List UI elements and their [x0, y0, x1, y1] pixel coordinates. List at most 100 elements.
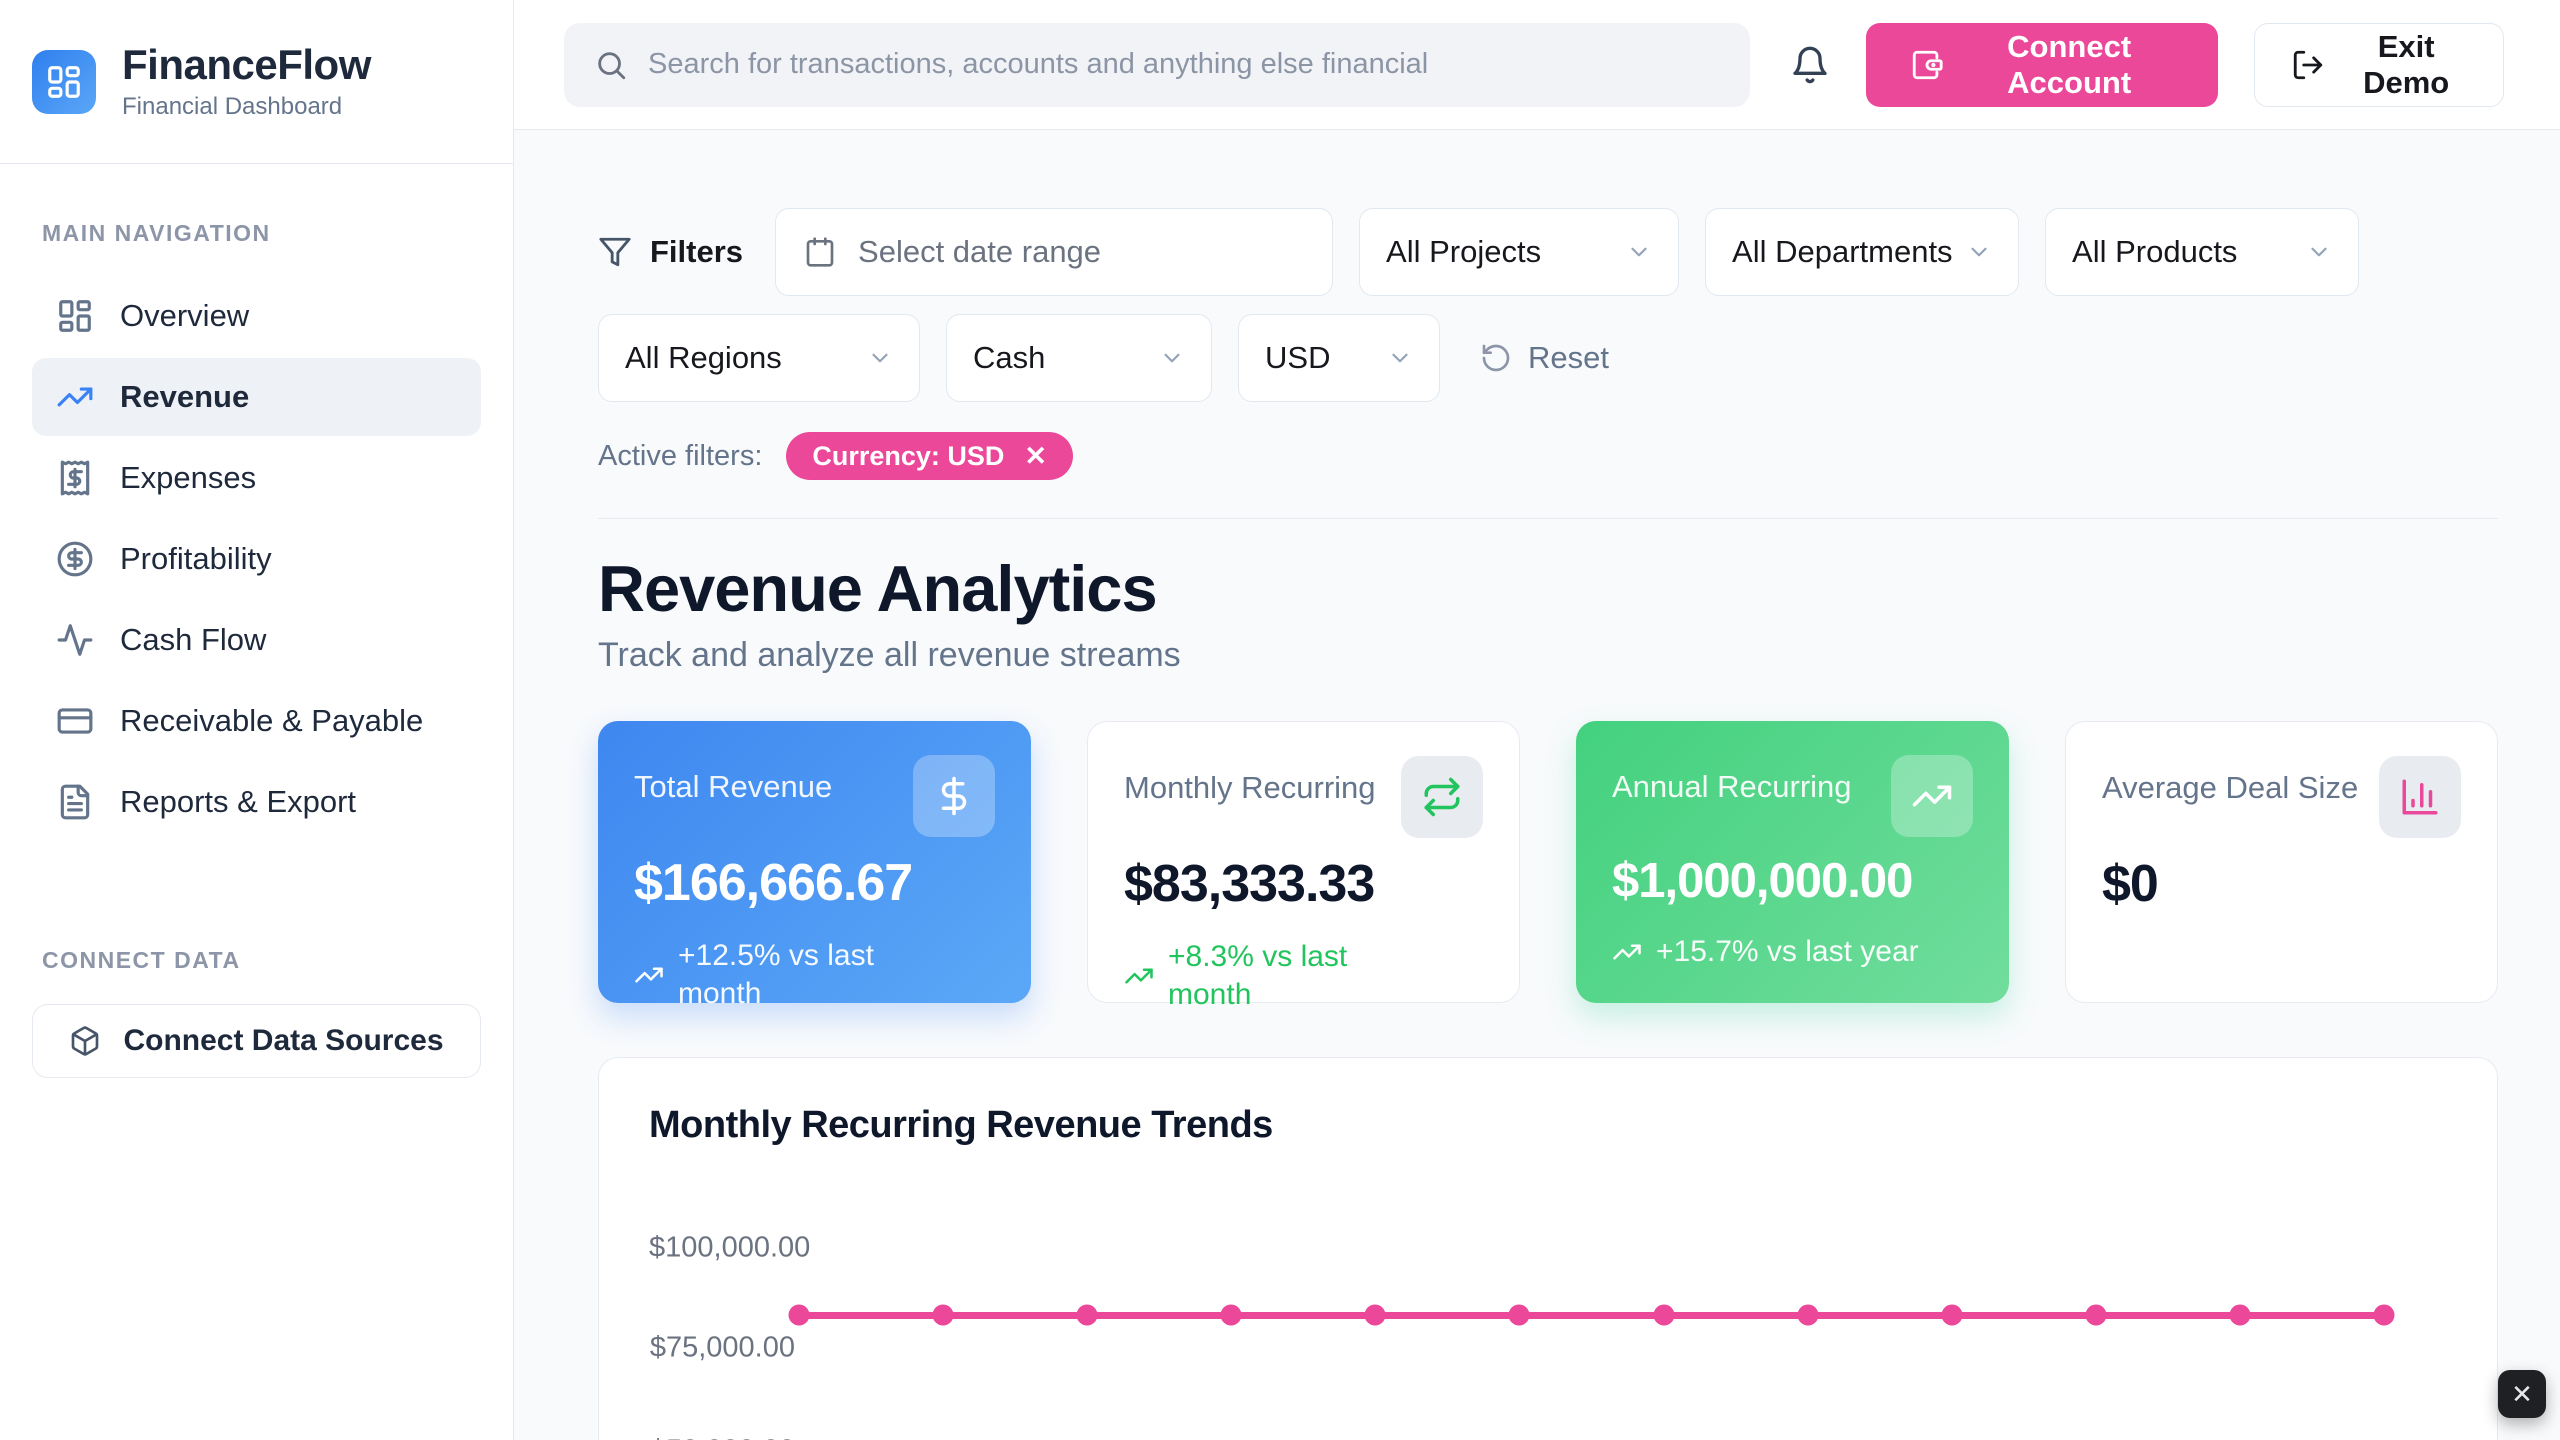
sidebar-item-receivable-payable[interactable]: Receivable & Payable — [32, 682, 481, 760]
sidebar-item-profitability[interactable]: Profitability — [32, 520, 481, 598]
floating-close-button[interactable]: ✕ — [2498, 1370, 2546, 1418]
stat-card-value: $1,000,000.00 — [1612, 854, 1913, 908]
page-title: Revenue Analytics — [598, 552, 1158, 625]
package-icon — [69, 1025, 101, 1057]
chart-line — [799, 1311, 2384, 1319]
chart-point[interactable] — [2229, 1304, 2251, 1326]
sidebar-item-label: Expenses — [120, 460, 257, 495]
dollar-icon — [913, 755, 995, 837]
trending-up-icon — [1612, 937, 1642, 967]
chart-area: $100,000.00 $75,000.00 $50,000.00 — [649, 1181, 2447, 1440]
filters-row-1: Filters Select date range All Projects A… — [598, 208, 2498, 296]
sidebar: FinanceFlow Financial Dashboard MAIN NAV… — [0, 0, 514, 1440]
exit-demo-button[interactable]: Exit Demo — [2254, 22, 2504, 107]
connect-data-sources-label: Connect Data Sources — [123, 1024, 444, 1057]
products-dropdown[interactable]: All Products — [2045, 208, 2360, 296]
filters-row-2: All Regions Cash USD Reset — [598, 314, 2498, 402]
chevron-down-icon — [1966, 239, 1992, 265]
date-range-input[interactable]: Select date range — [775, 208, 1334, 296]
sidebar-item-label: Receivable & Payable — [120, 703, 424, 738]
connect-data-sources-button[interactable]: Connect Data Sources — [32, 1004, 481, 1078]
stat-card-value: $166,666.67 — [634, 854, 913, 912]
page-subtitle: Track and analyze all revenue streams — [598, 636, 1181, 674]
layout-dashboard-icon — [56, 297, 94, 335]
exit-demo-label: Exit Demo — [2363, 28, 2450, 100]
trending-up-icon — [56, 378, 94, 416]
chart-title: Monthly Recurring Revenue Trends — [649, 1104, 1273, 1146]
app-title: FinanceFlow — [122, 41, 371, 89]
sidebar-item-label: Revenue — [120, 379, 250, 414]
active-filter-chip[interactable]: Currency: USD ✕ — [786, 432, 1074, 480]
stat-card-value: $0 — [2102, 855, 2159, 913]
reset-filters-button[interactable]: Reset — [1480, 340, 1609, 376]
chart-point[interactable] — [1364, 1304, 1386, 1326]
active-filters-row: Active filters: Currency: USD ✕ — [598, 432, 2498, 480]
chart-point[interactable] — [1076, 1304, 1098, 1326]
repeat-icon — [1401, 756, 1483, 838]
sidebar-item-cash-flow[interactable]: Cash Flow — [32, 601, 481, 679]
file-text-icon — [56, 783, 94, 821]
projects-dropdown[interactable]: All Projects — [1359, 208, 1680, 296]
chart-point[interactable] — [2373, 1304, 2395, 1326]
activity-icon — [56, 621, 94, 659]
chart-point[interactable] — [1508, 1304, 1530, 1326]
stat-card-average-deal-size: Average Deal Size $0 — [2065, 721, 2498, 1003]
close-icon[interactable]: ✕ — [1024, 440, 1048, 471]
sidebar-item-reports-export[interactable]: Reports & Export — [32, 763, 481, 841]
section-divider — [598, 518, 2498, 519]
rotate-ccw-icon — [1480, 342, 1512, 374]
stat-card-change: +8.3% vs last month — [1124, 938, 1424, 1013]
sidebar-item-expenses[interactable]: Expenses — [32, 439, 481, 517]
stat-card-total-revenue: Total Revenue $166,666.67 +12.5% vs last… — [598, 721, 1031, 1010]
stat-card-change: +12.5% vs last month — [634, 937, 934, 1012]
chevron-down-icon — [1159, 345, 1185, 371]
trending-up-icon — [1124, 961, 1154, 991]
stat-card-label: Annual Recurring — [1612, 769, 1852, 804]
nav-section-header: MAIN NAVIGATION — [42, 220, 271, 246]
regions-dropdown[interactable]: All Regions — [598, 314, 920, 402]
app-logo-icon — [32, 49, 96, 114]
calendar-icon — [804, 236, 836, 268]
chart-point[interactable] — [788, 1304, 810, 1326]
chart-point[interactable] — [1653, 1304, 1675, 1326]
log-out-icon — [2291, 48, 2325, 82]
stat-card-label: Total Revenue — [634, 769, 833, 804]
reset-label: Reset — [1528, 340, 1609, 375]
chart-point[interactable] — [932, 1304, 954, 1326]
date-range-placeholder: Select date range — [858, 234, 1102, 269]
departments-dropdown[interactable]: All Departments — [1705, 208, 2020, 296]
stat-card-value: $83,333.33 — [1124, 855, 1375, 913]
connect-data-section: CONNECT DATA Connect Data Sources — [0, 887, 513, 1078]
chevron-down-icon — [2306, 239, 2332, 265]
wallet-icon — [1910, 48, 1944, 82]
close-icon: ✕ — [2511, 1379, 2533, 1409]
trending-up-icon — [1891, 755, 1973, 837]
connect-account-button[interactable]: Connect Account — [1866, 22, 2219, 107]
topbar: Connect Account Exit Demo — [514, 0, 2560, 130]
sidebar-item-label: Reports & Export — [120, 784, 357, 819]
chart-point[interactable] — [2085, 1304, 2107, 1326]
trending-up-icon — [634, 960, 664, 990]
chart-point[interactable] — [1941, 1304, 1963, 1326]
circle-dollar-icon — [56, 540, 94, 578]
sidebar-item-revenue[interactable]: Revenue — [32, 358, 481, 436]
app-subtitle: Financial Dashboard — [122, 92, 343, 120]
chevron-down-icon — [1387, 345, 1413, 371]
stat-cards: Total Revenue $166,666.67 +12.5% vs last… — [598, 721, 2498, 1011]
chevron-down-icon — [1626, 239, 1652, 265]
stat-card-label: Monthly Recurring — [1124, 770, 1376, 805]
y-axis-tick: $50,000.00 — [649, 1435, 795, 1440]
credit-card-icon — [56, 702, 94, 740]
y-axis-tick: $100,000.00 — [649, 1231, 811, 1264]
notifications-button[interactable] — [1790, 45, 1830, 85]
currency-dropdown[interactable]: USD — [1238, 314, 1440, 402]
chart-point[interactable] — [1797, 1304, 1819, 1326]
sidebar-item-overview[interactable]: Overview — [32, 277, 481, 355]
y-axis-tick: $75,000.00 — [649, 1331, 795, 1364]
global-search[interactable] — [564, 22, 1750, 107]
chart-point[interactable] — [1220, 1304, 1242, 1326]
search-input[interactable] — [648, 48, 1720, 81]
main-content: Filters Select date range All Projects A… — [514, 130, 2560, 1440]
connect-account-label: Connect Account — [2007, 28, 2132, 100]
payment-type-dropdown[interactable]: Cash — [946, 314, 1212, 402]
